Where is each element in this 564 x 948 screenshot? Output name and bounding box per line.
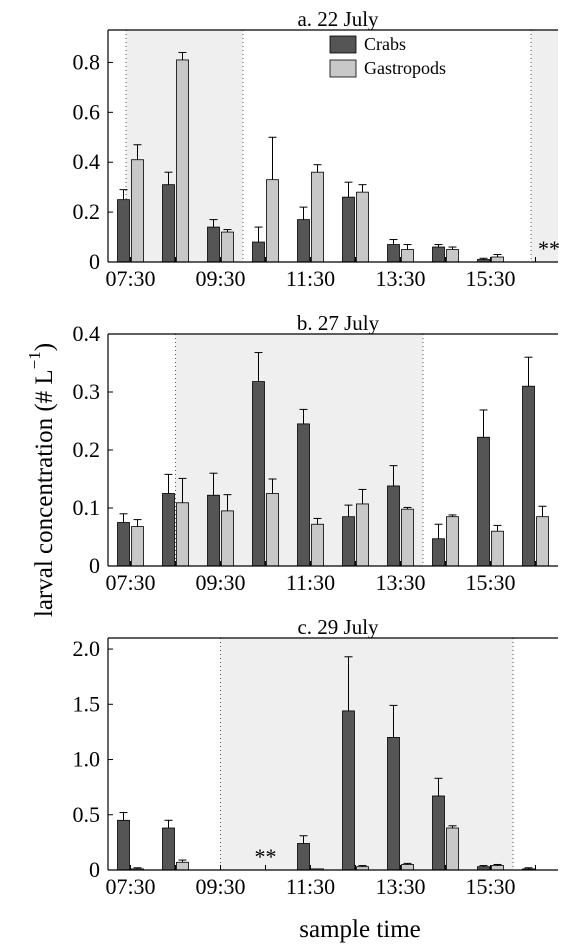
crabs-bar [207, 226, 220, 263]
crabs-bar [252, 381, 265, 567]
gastropods-bar [356, 503, 369, 567]
crabs-bar [297, 219, 310, 263]
x-tick-label: 09:30 [195, 570, 245, 595]
crabs-bar [387, 244, 400, 263]
x-tick-label: 09:30 [195, 874, 245, 899]
crabs-bar [477, 436, 490, 567]
x-tick-label: 13:30 [375, 570, 425, 595]
panel-title: c. 29 July [297, 615, 379, 639]
x-tick-label: 07:30 [105, 570, 155, 595]
crabs-bar [522, 385, 535, 567]
crabs-bar [387, 737, 400, 871]
crabs-bar [207, 494, 220, 567]
y-tick-label: 0 [89, 857, 100, 882]
gastropods-bar [446, 249, 459, 263]
gastropods-bar [401, 864, 414, 871]
gastropods-bar [491, 865, 504, 871]
crabs-bar [117, 819, 130, 871]
y-tick-label: 2.0 [73, 636, 101, 661]
y-tick-label: 0.4 [73, 149, 101, 174]
y-tick-label: 0.2 [73, 199, 101, 224]
y-tick-label: 0.2 [73, 437, 101, 462]
crabs-bar [117, 522, 130, 567]
gastropods-bar [131, 159, 144, 263]
x-tick-label: 07:30 [105, 266, 155, 291]
x-tick-label: 09:30 [195, 266, 245, 291]
gastropods-bar [176, 861, 189, 871]
x-tick-label: 13:30 [375, 874, 425, 899]
gastropods-bar [266, 179, 279, 263]
legend-label: Crabs [364, 34, 406, 54]
crabs-bar [432, 246, 445, 263]
gastropods-bar [131, 526, 144, 567]
crabs-bar [297, 423, 310, 567]
panel-1: ** 0 0.2 0.4 0.6 0.8 07:30 09:30 11:30 13:30 15:30… [73, 7, 561, 291]
gastropods-bar [221, 231, 234, 263]
panel-title: b. 27 July [297, 311, 380, 335]
gastropods-bar [221, 510, 234, 567]
panel-2: 0 0.1 0.2 0.3 0.4 07:30 09:30 11:30 13:30 15:30 b.… [73, 311, 558, 595]
y-tick-label: 0 [89, 553, 100, 578]
y-tick-label: 0.3 [73, 379, 101, 404]
chart-panels: ** 0 0.2 0.4 0.6 0.8 07:30 09:30 11:30 13:30 15:30… [73, 7, 561, 899]
x-tick-label: 11:30 [286, 570, 335, 595]
gastropods-bar [491, 256, 504, 263]
gastropods-bar [311, 171, 324, 263]
x-tick-label: 11:30 [286, 266, 335, 291]
y-tick-label: 0.1 [73, 495, 101, 520]
x-tick-label: 15:30 [465, 266, 515, 291]
crabs-bar [342, 196, 355, 263]
shaded-period [220, 638, 513, 870]
missing-sample-marker: ** [255, 844, 277, 869]
x-tick-label: 15:30 [465, 570, 515, 595]
crabs-bar [387, 485, 400, 567]
gastropods-bar [491, 530, 504, 567]
gastropods-bar [311, 523, 324, 567]
crabs-bar [342, 516, 355, 567]
legend-swatch-crabs [329, 35, 357, 54]
gastropods-bar [401, 249, 414, 263]
y-axis-label: larval concentration (# L−1) [25, 343, 58, 617]
x-tick-label: 11:30 [286, 874, 335, 899]
x-axis-label: sample time [299, 916, 421, 943]
crabs-bar [297, 843, 310, 871]
legend: Crabs Gastropods [329, 34, 446, 78]
gastropods-bar [266, 493, 279, 567]
gastropods-bar [176, 502, 189, 567]
y-tick-label: 0.4 [73, 321, 101, 346]
legend-swatch-gastropods [329, 59, 357, 78]
gastropods-bar [536, 516, 549, 567]
crabs-bar [432, 795, 445, 871]
missing-sample-marker: ** [538, 236, 560, 261]
gastropods-bar [356, 191, 369, 263]
crabs-bar [162, 184, 175, 263]
y-tick-label: 0.5 [73, 802, 101, 827]
y-tick-label: 0 [89, 249, 100, 274]
crabs-bar [162, 827, 175, 871]
crabs-bar [252, 241, 265, 263]
x-tick-label: 07:30 [105, 874, 155, 899]
y-tick-label: 1.0 [73, 747, 101, 772]
gastropods-bar [176, 59, 189, 263]
crabs-bar [432, 538, 445, 567]
gastropods-bar [446, 827, 459, 871]
legend-label: Gastropods [364, 58, 446, 78]
gastropods-bar [446, 516, 459, 567]
y-tick-label: 1.5 [73, 691, 101, 716]
crabs-bar [117, 199, 130, 263]
panel-3: ** 0 0.5 1.0 1.5 2.0 07:30 09:30 11:30 13:30 15:30… [73, 615, 558, 899]
crabs-bar [342, 710, 355, 871]
gastropods-bar [401, 508, 414, 567]
x-tick-label: 15:30 [465, 874, 515, 899]
y-tick-label: 0.6 [73, 99, 101, 124]
panel-title: a. 22 July [297, 7, 379, 31]
x-tick-label: 13:30 [375, 266, 425, 291]
crabs-bar [162, 493, 175, 567]
y-tick-label: 0.8 [73, 49, 101, 74]
shaded-period [531, 30, 558, 262]
